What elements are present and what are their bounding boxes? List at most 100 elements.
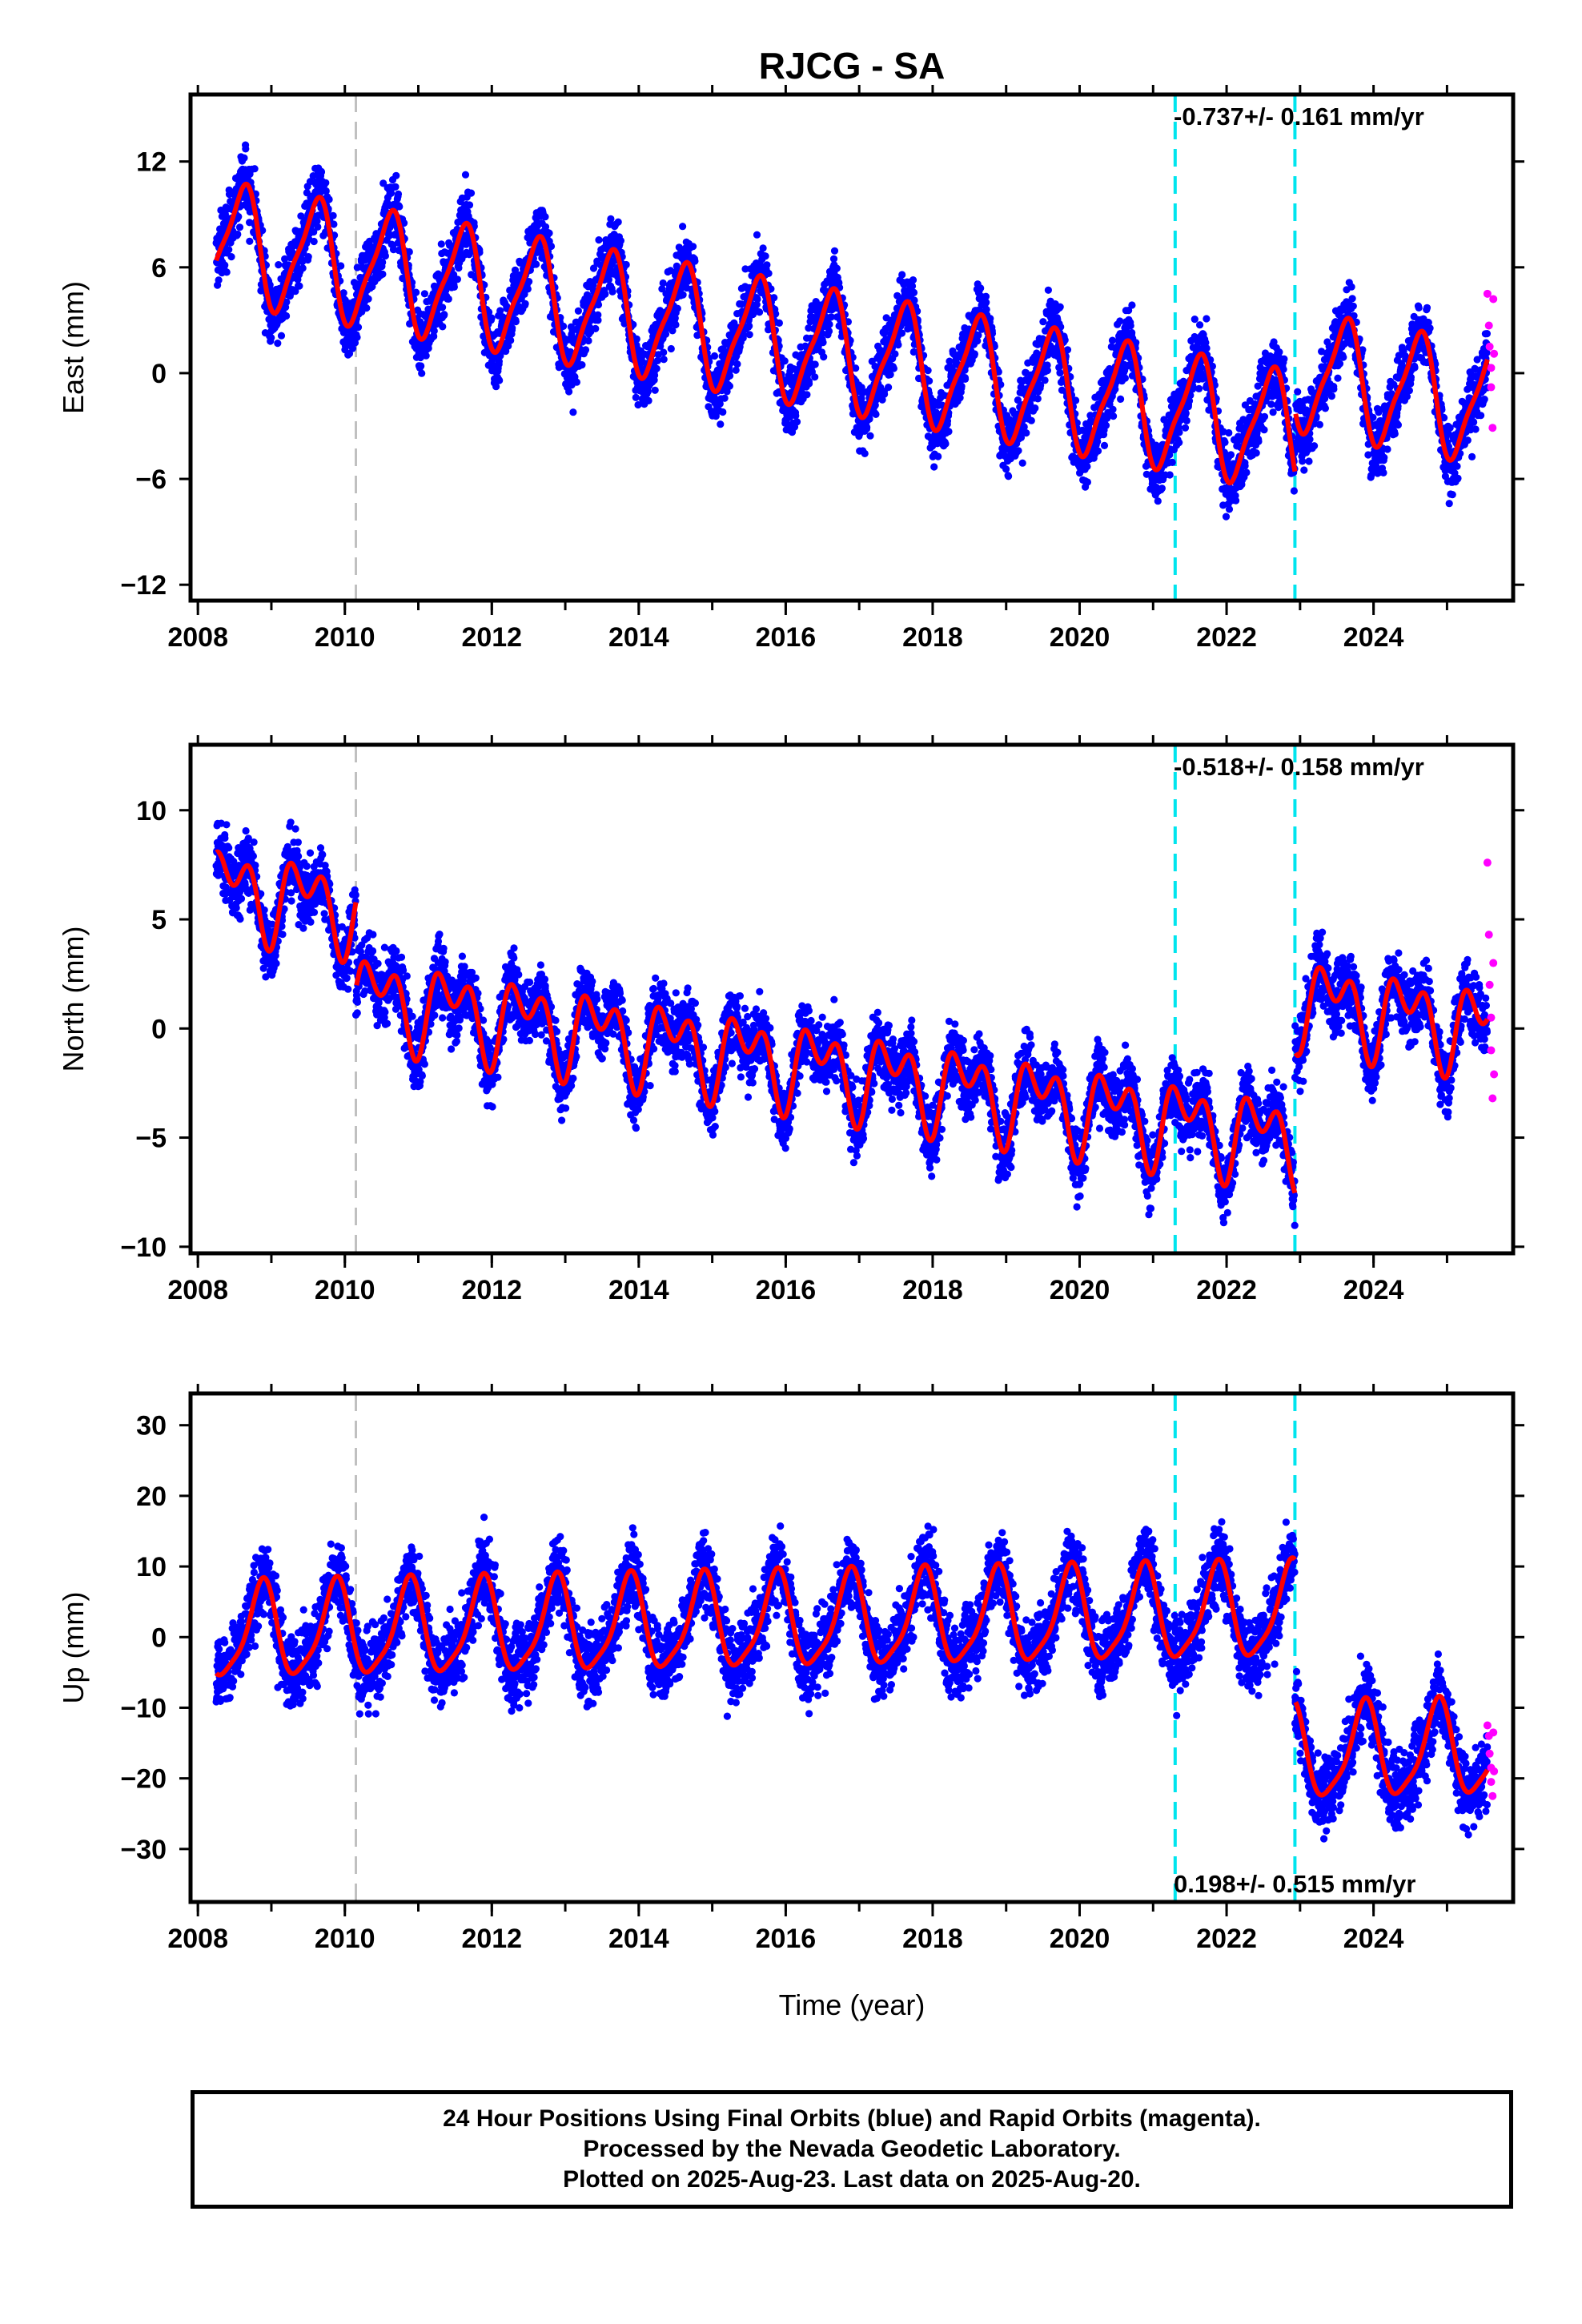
final-orbit-point bbox=[461, 171, 470, 179]
final-orbit-point bbox=[1196, 321, 1204, 329]
final-orbit-point bbox=[480, 332, 488, 340]
final-orbit-point bbox=[1100, 441, 1109, 450]
final-orbit-point bbox=[379, 258, 387, 267]
final-orbit-point bbox=[322, 179, 330, 187]
final-orbit-point bbox=[644, 396, 652, 404]
final-orbit-point bbox=[507, 336, 515, 344]
final-orbit-point bbox=[1166, 471, 1174, 479]
final-orbit-point bbox=[1034, 395, 1042, 403]
final-orbit-point bbox=[405, 247, 413, 256]
final-orbit-point bbox=[660, 348, 668, 356]
final-orbit-point bbox=[1198, 364, 1206, 372]
final-orbit-point bbox=[450, 283, 459, 291]
final-orbit-point bbox=[793, 418, 801, 426]
final-orbit-point bbox=[594, 316, 602, 324]
final-orbit-point bbox=[891, 350, 899, 358]
final-orbit-point bbox=[354, 324, 363, 332]
final-orbit-point bbox=[234, 230, 242, 239]
final-orbit-point bbox=[1203, 315, 1211, 323]
final-orbit-point bbox=[753, 231, 761, 239]
final-orbit-point bbox=[1241, 462, 1249, 470]
final-orbit-point bbox=[926, 377, 934, 385]
final-orbit-point bbox=[565, 388, 573, 396]
final-orbit-point bbox=[1243, 468, 1251, 476]
final-orbit-point bbox=[881, 390, 889, 398]
final-orbit-point bbox=[422, 352, 430, 360]
final-orbit-point bbox=[492, 383, 500, 391]
final-orbit-point bbox=[437, 240, 445, 248]
final-orbit-point bbox=[977, 284, 985, 292]
final-orbit-point bbox=[339, 289, 347, 297]
final-orbit-point bbox=[1222, 513, 1231, 521]
final-orbit-point bbox=[830, 247, 839, 255]
final-orbit-point bbox=[521, 300, 529, 308]
final-orbit-point bbox=[496, 307, 504, 315]
final-orbit-point bbox=[1072, 396, 1080, 404]
final-orbit-point bbox=[504, 342, 512, 350]
final-orbit-point bbox=[679, 291, 687, 299]
final-orbit-point bbox=[259, 227, 267, 235]
final-orbit-point bbox=[299, 264, 307, 272]
final-orbit-point bbox=[532, 260, 540, 268]
final-orbit-point bbox=[924, 367, 932, 375]
final-orbit-point bbox=[608, 287, 616, 296]
final-orbit-point bbox=[1002, 465, 1010, 473]
final-orbit-point bbox=[1260, 412, 1269, 420]
final-orbit-point bbox=[945, 428, 953, 436]
final-orbit-point bbox=[417, 362, 425, 370]
final-orbit-point bbox=[1043, 367, 1051, 375]
final-orbit-point bbox=[604, 275, 613, 283]
final-orbit-points bbox=[212, 141, 1492, 521]
final-orbit-point bbox=[310, 228, 318, 236]
final-orbit-point bbox=[1056, 369, 1064, 377]
final-orbit-point bbox=[710, 352, 719, 360]
final-orbit-point bbox=[1083, 462, 1091, 471]
final-orbit-point bbox=[440, 311, 448, 319]
final-orbit-point bbox=[745, 331, 753, 339]
final-orbit-point bbox=[651, 386, 659, 394]
final-orbit-point bbox=[632, 393, 640, 401]
final-orbit-point bbox=[1158, 485, 1166, 493]
final-orbit-point bbox=[467, 189, 476, 197]
final-orbit-point bbox=[291, 287, 299, 296]
final-orbit-point bbox=[970, 350, 978, 358]
final-orbit-point bbox=[1182, 416, 1191, 425]
final-orbit-point bbox=[396, 203, 404, 211]
final-orbit-point bbox=[1110, 412, 1118, 420]
final-orbit-point bbox=[827, 313, 835, 321]
final-orbit-point bbox=[508, 324, 516, 332]
final-orbit-point bbox=[1056, 303, 1064, 311]
final-orbit-point bbox=[894, 341, 902, 349]
final-orbit-point bbox=[329, 211, 337, 219]
final-orbit-point bbox=[614, 218, 622, 226]
final-orbit-point bbox=[1041, 376, 1049, 384]
final-orbit-point bbox=[430, 327, 438, 335]
final-orbit-point bbox=[721, 394, 729, 402]
final-orbit-point bbox=[607, 215, 615, 223]
final-orbit-point bbox=[235, 223, 244, 231]
final-orbit-point bbox=[1175, 439, 1183, 447]
final-orbit-point bbox=[274, 340, 282, 348]
final-orbit-point bbox=[620, 320, 628, 328]
final-orbit-point bbox=[1294, 388, 1302, 396]
final-orbit-point bbox=[805, 380, 813, 388]
final-orbit-point bbox=[803, 391, 811, 399]
final-orbit-point bbox=[818, 329, 826, 337]
final-orbit-point bbox=[1175, 428, 1183, 436]
final-orbit-point bbox=[644, 388, 652, 396]
final-orbit-point bbox=[616, 237, 625, 245]
final-orbit-point bbox=[1116, 317, 1124, 325]
final-orbit-point bbox=[982, 299, 990, 307]
final-orbit-point bbox=[465, 201, 474, 209]
final-orbit-point bbox=[1154, 497, 1162, 505]
final-orbit-point bbox=[717, 420, 725, 428]
final-orbit-point bbox=[446, 241, 454, 249]
final-orbit-point bbox=[732, 366, 740, 374]
final-orbit-point bbox=[1039, 318, 1047, 326]
final-orbit-point bbox=[416, 353, 424, 362]
final-orbit-point bbox=[574, 307, 583, 315]
final-orbit-point bbox=[353, 263, 361, 271]
final-orbit-point bbox=[314, 223, 322, 231]
final-orbit-point bbox=[725, 382, 734, 390]
